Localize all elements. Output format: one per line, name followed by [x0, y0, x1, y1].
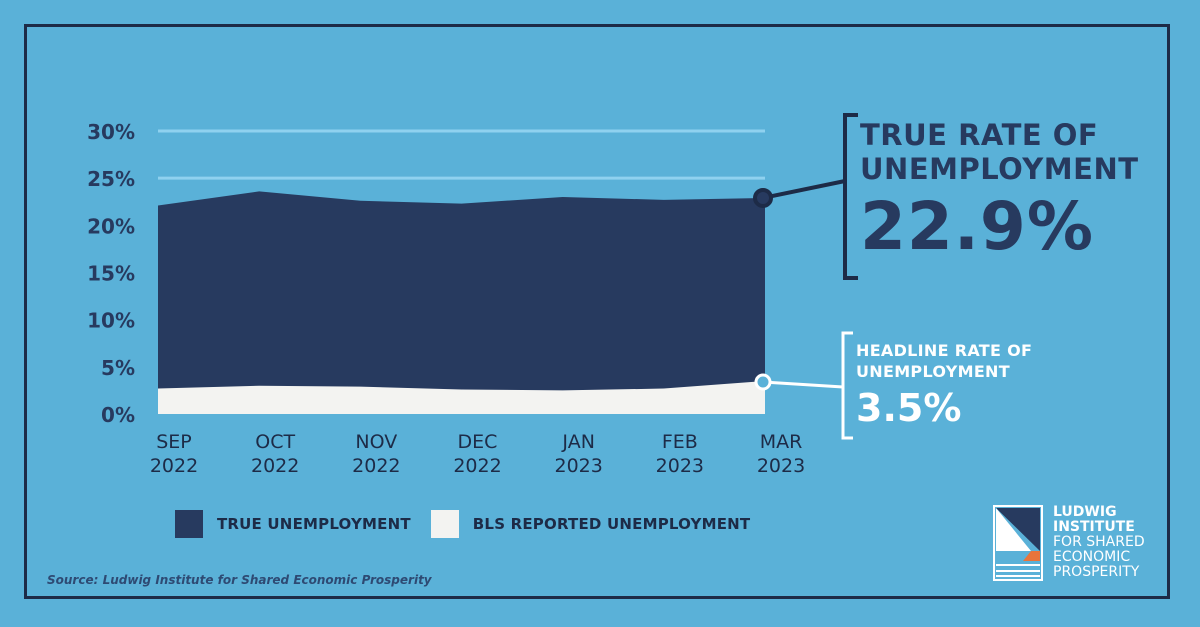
- y-tick-label: 10%: [87, 309, 135, 333]
- area-layer: [158, 191, 765, 414]
- legend: TRUE UNEMPLOYMENT BLS REPORTED UNEMPLOYM…: [175, 510, 770, 538]
- ludwig-logo: LUDWIG INSTITUTE FOR SHARED ECONOMIC PRO…: [993, 505, 1145, 581]
- headline-rate-label-line1: HEADLINE RATE OF: [856, 341, 1033, 360]
- headline-rate-callout: HEADLINE RATE OF UNEMPLOYMENT 3.5%: [856, 340, 1032, 430]
- x-axis: SEP 2022 OCT 2022 NOV 2022 DEC 2022 JAN 2023 FEB 20…: [150, 431, 805, 477]
- source-note: Source: Ludwig Institute for Shared Econ…: [47, 573, 432, 587]
- true-rate-label-line2: UNEMPLOYMENT: [860, 152, 1139, 186]
- logo-line5: PROSPERITY: [1053, 564, 1140, 580]
- true-rate-value: 22.9%: [860, 188, 1094, 265]
- x-tick-label: DEC 2022: [453, 431, 501, 477]
- ludwig-logo-text: LUDWIG INSTITUTE FOR SHARED ECONOMIC PRO…: [1053, 505, 1145, 581]
- headline-rate-label-line2: UNEMPLOYMENT: [856, 362, 1010, 381]
- y-tick-label: 5%: [101, 356, 135, 380]
- area-bls-unemployment: [158, 380, 765, 414]
- headline-rate-connector: [762, 380, 844, 389]
- x-tick-label: OCT 2022: [251, 431, 299, 477]
- headline-rate-bracket: [841, 331, 853, 440]
- y-tick-label: 0%: [101, 403, 135, 427]
- legend-label-bls: BLS REPORTED UNEMPLOYMENT: [472, 515, 751, 533]
- y-axis: 0% 5% 10% 15% 20% 25% 30%: [87, 120, 135, 427]
- x-tick-label: JAN 2023: [554, 431, 602, 477]
- logo-line1: LUDWIG: [1053, 504, 1117, 520]
- headline-rate-marker: [754, 373, 772, 391]
- legend-swatch-true: [175, 510, 203, 538]
- headline-rate-value: 3.5%: [856, 386, 962, 430]
- area-true-unemployment: [158, 191, 765, 414]
- y-tick-label: 25%: [87, 167, 135, 191]
- legend-item-true: TRUE UNEMPLOYMENT: [175, 510, 411, 538]
- logo-line4: ECONOMIC: [1053, 549, 1131, 565]
- true-rate-label-line1: TRUE RATE OF: [860, 118, 1099, 152]
- logo-line3: FOR SHARED: [1053, 534, 1145, 550]
- x-tick-label: FEB 2023: [656, 431, 704, 477]
- callout-connectors: [753, 113, 858, 440]
- logo-line2: INSTITUTE: [1053, 519, 1135, 535]
- legend-item-bls: BLS REPORTED UNEMPLOYMENT: [430, 510, 751, 538]
- true-rate-connector: [762, 179, 846, 200]
- ludwig-logo-mark-icon: [993, 505, 1043, 581]
- x-tick-label: MAR 2023: [757, 431, 805, 477]
- true-rate-marker: [753, 187, 773, 208]
- x-tick-label: SEP 2022: [150, 431, 198, 477]
- y-tick-label: 30%: [87, 120, 135, 144]
- x-tick-label: NOV 2022: [352, 431, 400, 477]
- legend-swatch-bls: [430, 510, 459, 538]
- true-rate-bracket: [843, 113, 858, 280]
- true-rate-callout: TRUE RATE OF UNEMPLOYMENT 22.9%: [860, 118, 1139, 262]
- legend-label-true: TRUE UNEMPLOYMENT: [217, 515, 411, 533]
- y-tick-label: 20%: [87, 214, 135, 238]
- y-tick-label: 15%: [87, 262, 135, 286]
- chart-frame: [24, 24, 1170, 599]
